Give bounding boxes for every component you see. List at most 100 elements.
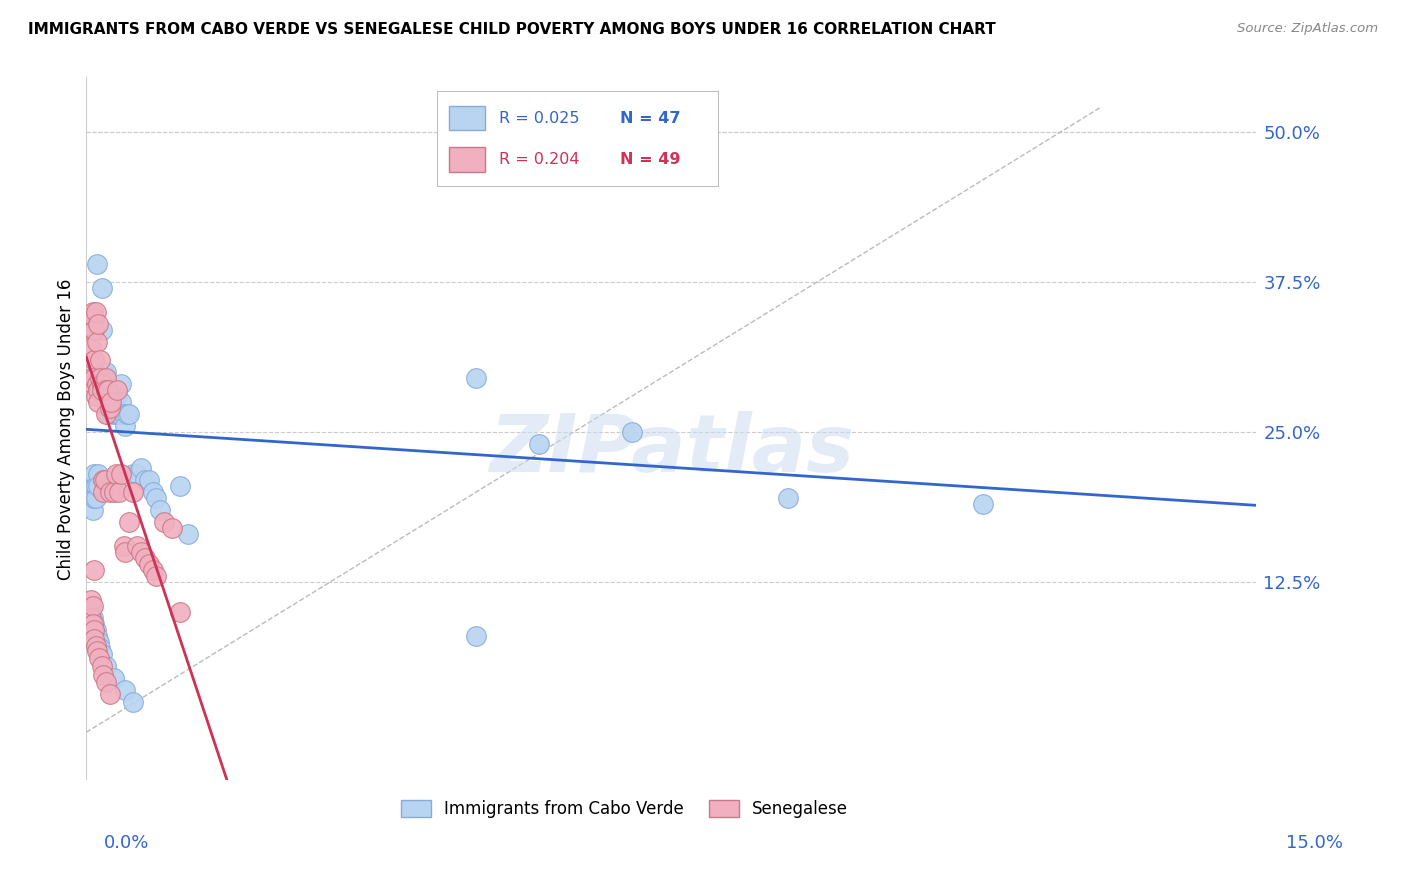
Point	[142, 563, 165, 577]
Point	[107, 389, 129, 403]
Point	[94, 674, 117, 689]
Point	[138, 473, 160, 487]
Point	[104, 467, 127, 481]
Point	[94, 383, 117, 397]
Point	[103, 671, 125, 685]
Point	[108, 485, 131, 500]
Text: IMMIGRANTS FROM CABO VERDE VS SENEGALESE CHILD POVERTY AMONG BOYS UNDER 16 CORRE: IMMIGRANTS FROM CABO VERDE VS SENEGALESE…	[28, 22, 995, 37]
Point	[93, 376, 115, 391]
Point	[110, 394, 132, 409]
Point	[83, 623, 105, 637]
Point	[972, 497, 994, 511]
Point	[98, 485, 121, 500]
Point	[134, 473, 156, 487]
Point	[122, 695, 145, 709]
Point	[82, 599, 104, 613]
Point	[89, 389, 111, 403]
Point	[118, 407, 141, 421]
Point	[114, 545, 136, 559]
Point	[80, 371, 103, 385]
Point	[465, 629, 488, 643]
Point	[83, 352, 105, 367]
Point	[83, 323, 105, 337]
Point	[107, 383, 129, 397]
Point	[138, 557, 160, 571]
Point	[90, 383, 112, 397]
Point	[82, 491, 104, 505]
Point	[83, 479, 105, 493]
Point	[82, 611, 104, 625]
Point	[84, 304, 107, 318]
Point	[94, 407, 117, 421]
Point	[125, 467, 148, 481]
Point	[129, 545, 152, 559]
Point	[86, 257, 108, 271]
Point	[110, 467, 132, 481]
Point	[115, 407, 138, 421]
Point	[97, 407, 120, 421]
Point	[90, 323, 112, 337]
Point	[621, 425, 644, 439]
Point	[94, 383, 117, 397]
Point	[97, 389, 120, 403]
Point	[82, 304, 104, 318]
Point	[84, 479, 107, 493]
Point	[465, 371, 488, 385]
Point	[153, 515, 176, 529]
Point	[87, 467, 110, 481]
Point	[90, 376, 112, 391]
Point	[125, 539, 148, 553]
Point	[86, 376, 108, 391]
Point	[93, 485, 115, 500]
Point	[87, 479, 110, 493]
Point	[87, 317, 110, 331]
Point	[103, 394, 125, 409]
Point	[122, 485, 145, 500]
Point	[108, 407, 131, 421]
Point	[83, 310, 105, 325]
Point	[89, 641, 111, 656]
Point	[145, 491, 167, 505]
Point	[100, 394, 122, 409]
Point	[83, 467, 105, 481]
Text: 15.0%: 15.0%	[1286, 834, 1343, 852]
Point	[149, 503, 172, 517]
Point	[83, 632, 105, 646]
Text: 0.0%: 0.0%	[104, 834, 149, 852]
Point	[98, 389, 121, 403]
Point	[118, 515, 141, 529]
Point	[114, 418, 136, 433]
Point	[100, 401, 122, 415]
Point	[80, 341, 103, 355]
Text: ZIPatlas: ZIPatlas	[489, 411, 853, 489]
Point	[93, 473, 115, 487]
Point	[83, 563, 105, 577]
Point	[82, 503, 104, 517]
Point	[176, 527, 198, 541]
Point	[80, 599, 103, 613]
Point	[112, 539, 135, 553]
Point	[110, 376, 132, 391]
Point	[103, 407, 125, 421]
Point	[82, 323, 104, 337]
Y-axis label: Child Poverty Among Boys Under 16: Child Poverty Among Boys Under 16	[58, 278, 75, 580]
Point	[98, 401, 121, 415]
Point	[90, 281, 112, 295]
Point	[84, 389, 107, 403]
Point	[98, 687, 121, 701]
Point	[90, 659, 112, 673]
Legend: Immigrants from Cabo Verde, Senegalese: Immigrants from Cabo Verde, Senegalese	[394, 793, 855, 825]
Point	[90, 647, 112, 661]
Point	[103, 485, 125, 500]
Point	[83, 617, 105, 632]
Point	[82, 617, 104, 632]
Point	[527, 437, 550, 451]
Point	[84, 623, 107, 637]
Point	[778, 491, 800, 505]
Point	[84, 639, 107, 653]
Point	[86, 334, 108, 349]
Point	[82, 376, 104, 391]
Point	[83, 371, 105, 385]
Point	[86, 643, 108, 657]
Point	[114, 683, 136, 698]
